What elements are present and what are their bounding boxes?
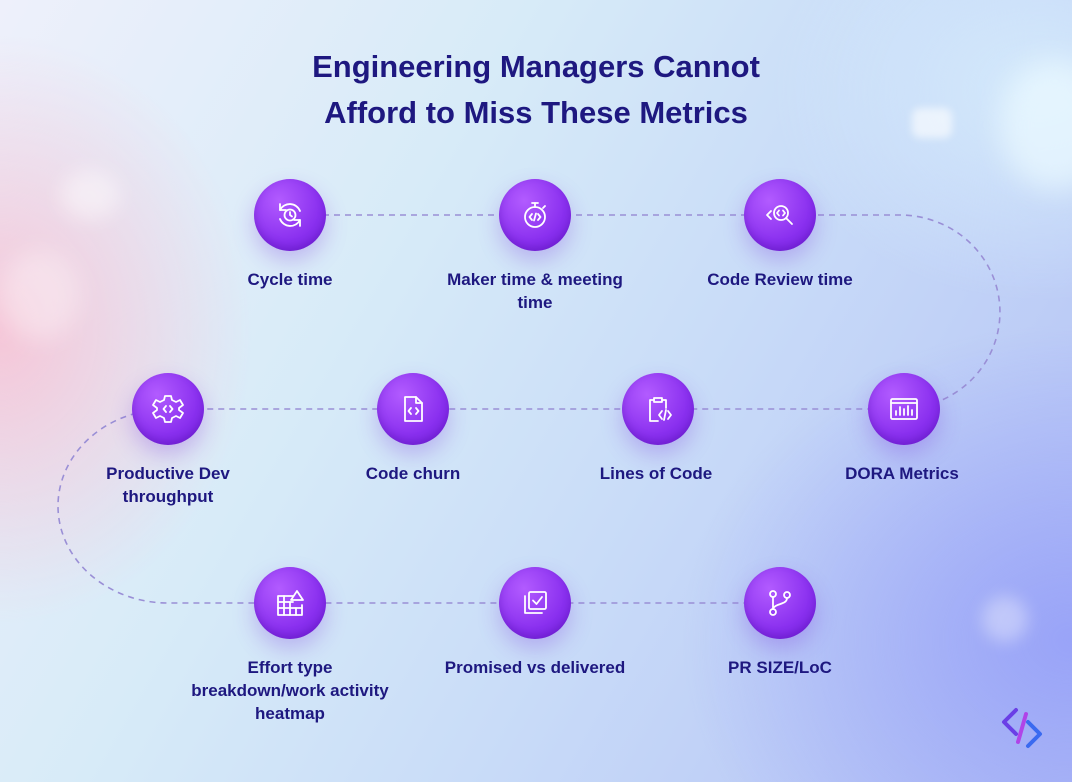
gear-code-icon [152,395,184,423]
stopwatch-code-icon [524,202,546,228]
clipboard-code-icon [649,397,672,422]
code-churn-node [377,373,449,445]
dora-metrics-label: DORA Metrics [845,464,959,483]
maker-time-node [499,179,571,251]
code-review-label: Code Review time [707,270,853,289]
dora-metrics-node [868,373,940,445]
lines-of-code-label: Lines of Code [599,464,713,483]
hatica-logo-icon [1002,708,1042,748]
page-title: Engineering Managers Cannot Afford to Mi… [236,44,836,136]
code-search-icon [766,205,793,225]
effort-type-node [254,567,326,639]
lines-of-code-node [622,373,694,445]
code-review-node [744,179,816,251]
code-churn-label: Code churn [365,464,461,483]
git-branch-icon [769,590,791,616]
effort-type-label: Effort type breakdown/work activity heat… [191,658,389,723]
promised-delivered-label: Promised vs delivered [444,658,626,677]
maker-time-label: Maker time & meeting time [447,270,623,312]
cycle-time-node [254,179,326,251]
grid-triangle-icon [277,590,304,616]
cycle-clock-icon [279,203,301,227]
title-line-2: Afford to Miss These Metrics [324,95,748,130]
pr-size-label: PR SIZE/LoC [728,658,832,677]
cycle-time-label: Cycle time [247,270,333,289]
productive-dev-node [132,373,204,445]
promised-delivered-node [499,567,571,639]
dashboard-chart-icon [890,398,918,420]
title-line-1: Engineering Managers Cannot [312,49,760,84]
productive-dev-label: Productive Dev throughput [106,464,230,506]
pr-size-node [744,567,816,639]
checklist-stack-icon [524,591,547,614]
code-file-icon [404,396,423,422]
